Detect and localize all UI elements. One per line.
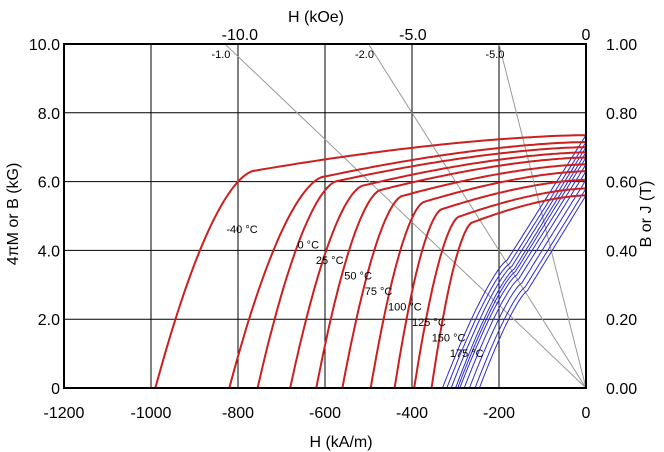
- intrinsic-curve: [369, 170, 586, 389]
- y2-tick-label: 0.60: [606, 175, 637, 192]
- curve-temp-label: 125 °C: [412, 317, 446, 329]
- intrinsic-curve: [413, 187, 586, 389]
- y-tick-label: 0: [51, 381, 60, 398]
- x-tick-label: -800: [222, 405, 254, 422]
- normal-curve: [463, 171, 587, 389]
- y2-tick-label: 0.40: [606, 243, 637, 260]
- intrinsic-curve: [289, 151, 586, 389]
- x2-tick-label: 0: [582, 27, 591, 44]
- load-line: [224, 43, 587, 389]
- x2-axis-title: H (kOe): [288, 9, 344, 26]
- curve-temp-label: 50 °C: [344, 271, 372, 283]
- x-tick-label: 0: [582, 405, 591, 422]
- load-line-label: -2.0: [355, 49, 374, 61]
- x-axis-title: H (kA/m): [309, 434, 372, 451]
- y-axis-title: 4πM or B (kG): [5, 163, 22, 266]
- x2-tick-label: -10.0: [222, 27, 259, 44]
- intrinsic-curves: [154, 134, 587, 389]
- normal-curve: [474, 188, 587, 389]
- normal-curve: [457, 157, 587, 389]
- load-line: [368, 43, 587, 389]
- tick-labels: -1200 -1000 -800 -600 -400 -200 0 0 2.0 4.0 6.0 8.0…: [29, 27, 637, 422]
- intrinsic-curve: [228, 141, 587, 389]
- y-tick-label: 6.0: [38, 175, 60, 192]
- y-tick-label: 8.0: [38, 106, 60, 123]
- load-line: [498, 43, 587, 389]
- curve-temp-label: 75 °C: [365, 286, 393, 298]
- load-lines: [224, 43, 587, 389]
- curve-temp-label: 0 °C: [298, 240, 320, 252]
- intrinsic-curve: [154, 134, 586, 389]
- y2-tick-label: 0.00: [606, 381, 637, 398]
- y-tick-label: 10.0: [29, 37, 60, 54]
- y2-tick-label: 0.20: [606, 312, 637, 329]
- curve-temp-label: 175 °C: [450, 348, 484, 360]
- load-line-label: -1.0: [211, 49, 230, 61]
- y-tick-label: 4.0: [38, 243, 60, 260]
- curve-temp-label: 150 °C: [432, 333, 466, 345]
- curve-temp-label: -40 °C: [226, 224, 257, 236]
- normal-curve: [468, 179, 587, 389]
- y-tick-label: 2.0: [38, 312, 60, 329]
- curve-labels: -40 °C 0 °C 25 °C50 °C 75 °C 100 °C 125 °C 150…: [226, 224, 483, 360]
- normal-curve: [459, 164, 587, 389]
- x-tick-label: -1000: [131, 405, 172, 422]
- intrinsic-curve: [430, 194, 586, 389]
- normal-curve: [446, 141, 587, 389]
- x-tick-label: -200: [483, 405, 515, 422]
- x2-tick-label: -5.0: [399, 27, 427, 44]
- x-tick-label: -400: [396, 405, 428, 422]
- intrinsic-curve: [393, 178, 586, 389]
- load-line-label: -5.0: [486, 49, 505, 61]
- y2-tick-label: 0.80: [606, 106, 637, 123]
- curve-temp-label: 25 °C: [316, 255, 344, 267]
- intrinsic-curve: [256, 146, 586, 389]
- x-tick-label: -1200: [44, 405, 85, 422]
- y2-axis-title: B or J (T): [638, 181, 655, 248]
- normal-curve: [441, 134, 587, 389]
- normal-curve: [455, 152, 587, 389]
- normal-curve: [450, 146, 587, 389]
- x-tick-label: -600: [309, 405, 341, 422]
- intrinsic-curve: [315, 156, 587, 389]
- normal-curves: [441, 134, 587, 389]
- intrinsic-curve: [341, 163, 586, 389]
- grid: [64, 44, 586, 388]
- curve-temp-label: 100 °C: [388, 302, 422, 314]
- normal-curve: [478, 195, 587, 389]
- plot-frame: [63, 43, 587, 389]
- y2-tick-label: 1.00: [606, 37, 637, 54]
